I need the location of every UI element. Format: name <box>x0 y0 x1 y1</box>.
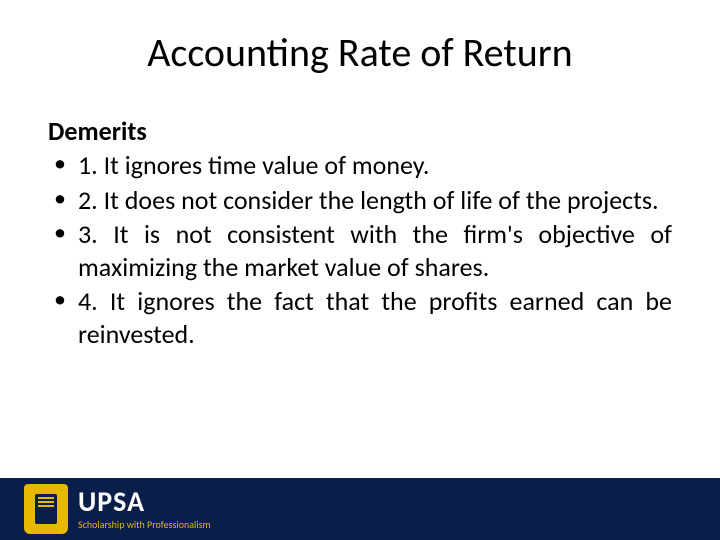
list-item: 3. It is not consistent with the firm's … <box>48 218 672 283</box>
footer-text-block: UPSA Scholarship with Professionalism <box>78 488 211 531</box>
footer-bar: UPSA Scholarship with Professionalism <box>0 478 720 540</box>
bullet-list: 1. It ignores time value of money. 2. It… <box>48 149 672 350</box>
slide-title: Accounting Rate of Return <box>0 28 720 77</box>
list-item: 2. It does not consider the length of li… <box>48 184 672 217</box>
footer-tagline: Scholarship with Professionalism <box>78 518 211 531</box>
upsa-logo-icon <box>24 484 68 534</box>
list-item: 4. It ignores the fact that the profits … <box>48 285 672 350</box>
slide-container: Accounting Rate of Return Demerits 1. It… <box>0 0 720 540</box>
slide-content: Demerits 1. It ignores time value of mon… <box>48 115 672 352</box>
logo-inner-shape <box>35 494 57 524</box>
list-item: 1. It ignores time value of money. <box>48 149 672 182</box>
footer-brand: UPSA <box>78 488 211 516</box>
subheading: Demerits <box>48 115 672 147</box>
